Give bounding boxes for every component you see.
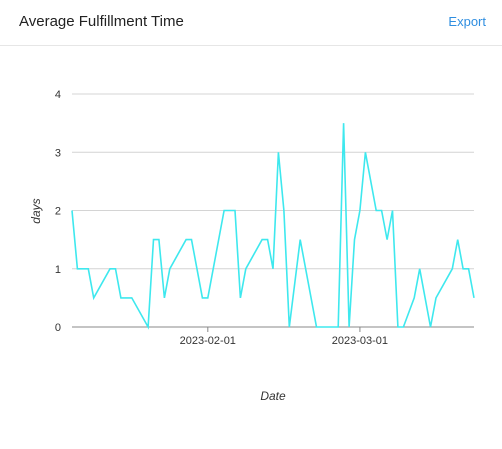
y-tick-label: 4 bbox=[55, 89, 61, 101]
export-button[interactable]: Export bbox=[448, 14, 486, 29]
y-tick-label: 0 bbox=[55, 322, 61, 334]
x-tick-label: 2023-03-01 bbox=[332, 335, 388, 347]
card-title: Average Fulfillment Time bbox=[19, 13, 184, 30]
x-axis-label: Date bbox=[260, 389, 286, 403]
series-line bbox=[71, 123, 475, 330]
y-tick-label: 1 bbox=[55, 264, 61, 276]
card-header: Average Fulfillment Time Export bbox=[0, 0, 502, 46]
series-layer bbox=[71, 123, 475, 330]
x-tick-label: 2023-02-01 bbox=[180, 335, 236, 347]
y-axis-ticks: 0 1 2 3 4 bbox=[55, 89, 61, 334]
y-tick-label: 2 bbox=[55, 206, 61, 218]
y-tick-label: 3 bbox=[55, 147, 61, 159]
y-axis-label: days bbox=[29, 198, 43, 223]
fulfillment-time-chart: 0 1 2 3 4 2023-02-01 2023-03-01 days Date bbox=[29, 89, 475, 403]
grid-lines bbox=[72, 93, 474, 328]
x-axis-ticks: 2023-02-01 2023-03-01 bbox=[180, 327, 388, 347]
